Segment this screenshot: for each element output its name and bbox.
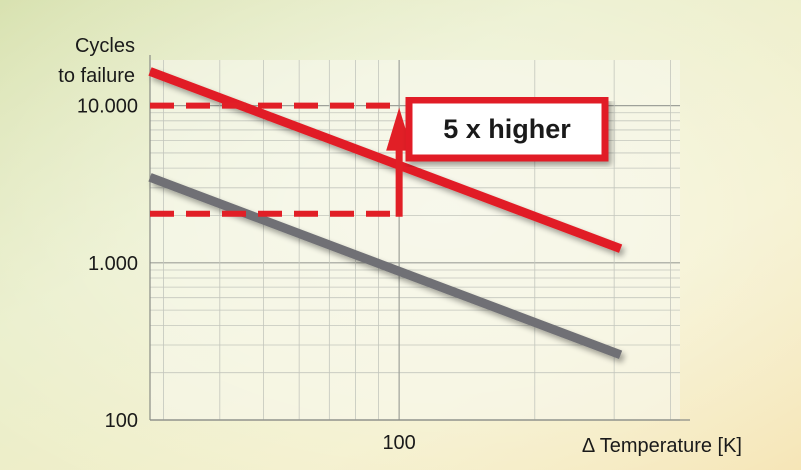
axes [149, 55, 690, 421]
annotation-label: 5 x higher [443, 114, 571, 144]
tick-labels: 100 1.000 10.000 100 [77, 96, 416, 454]
series-line-1 [148, 67, 623, 253]
y-tick-label: 100 [105, 410, 138, 432]
x-tick-label: 100 [382, 432, 415, 454]
y-tick-label: 1.000 [88, 253, 138, 275]
y-axis-label-line-2: to failure [58, 65, 135, 87]
y-tick-label: 10.000 [77, 96, 138, 118]
series-lines [148, 67, 623, 360]
annotation-group: 5 x higher [405, 96, 609, 162]
annotation-box [405, 96, 609, 162]
y-axis-label-line-1: Cycles [75, 35, 135, 57]
x-axis-label: Δ Temperature [K] [582, 435, 742, 457]
series-line-2 [148, 173, 623, 360]
